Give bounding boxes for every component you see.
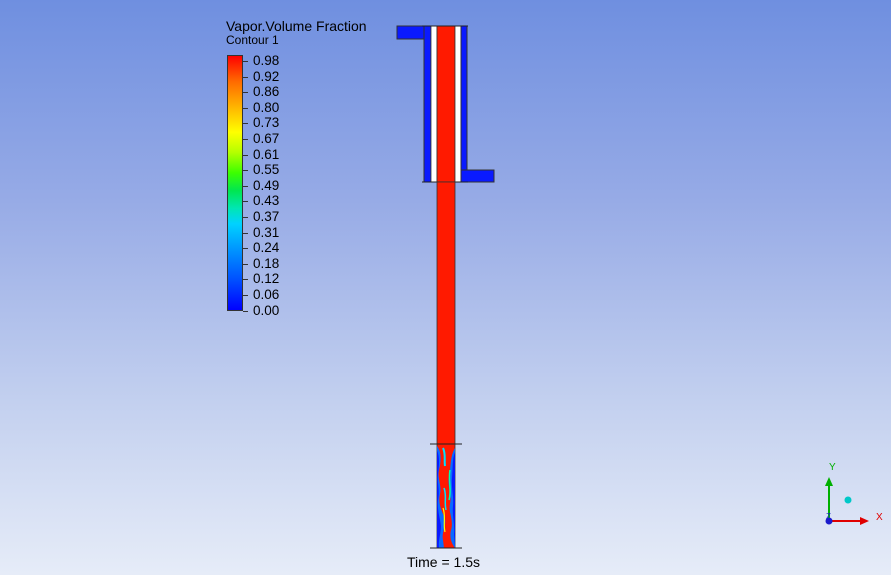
legend-tick-label: 0.37 [253, 209, 280, 224]
legend-tick-mark [243, 61, 248, 62]
legend-title: Vapor.Volume Fraction [226, 18, 367, 34]
riser-pipe [436, 181, 456, 445]
legend-tick-label: 0.00 [253, 302, 280, 318]
legend-tick-mark [243, 310, 248, 312]
x-axis-label: X [876, 512, 883, 523]
z-axis-label: Z [826, 512, 831, 521]
legend-tick-label: 0.98 [253, 53, 280, 68]
lower-section [430, 443, 462, 549]
legend-tick-mark [243, 185, 248, 187]
legend-tick-label: 0.80 [253, 99, 280, 115]
legend-tick-mark [243, 154, 248, 156]
legend-tick-label: 0.86 [253, 84, 280, 100]
axis-triad: Y X Z [825, 462, 883, 525]
legend-tick-label: 0.61 [253, 146, 280, 162]
legend-tick-mark [243, 139, 248, 140]
legend-tick-mark [243, 92, 248, 94]
legend-tick-mark [243, 263, 248, 265]
y-axis-label: Y [829, 462, 836, 473]
left-gap [430, 25, 438, 183]
legend-tick-mark [243, 201, 248, 203]
right-side-outlet [460, 169, 495, 183]
legend-tick-mark [243, 232, 248, 234]
legend-tick-label: 0.12 [253, 271, 280, 287]
legend-tick-mark [243, 295, 248, 296]
legend-tick-label: 0.43 [253, 193, 280, 209]
legend-subtitle: Contour 1 [226, 33, 279, 47]
legend-tick-label: 0.18 [253, 255, 280, 271]
upper-core [436, 25, 456, 183]
legend-tick-label: 0.49 [253, 177, 280, 193]
legend-tick-label: 0.92 [253, 68, 280, 84]
legend-tick-mark [243, 217, 248, 218]
legend-tick-mark [243, 123, 248, 125]
legend-tick-label: 0.06 [253, 287, 280, 302]
legend-tick-label: 0.24 [253, 240, 280, 256]
legend-tick-label: 0.67 [253, 131, 280, 146]
legend-colorbar [227, 55, 243, 311]
isometric-view-icon [844, 496, 852, 504]
time-label: Time = 1.5s [407, 554, 481, 570]
left-wall-region [423, 25, 432, 183]
legend-tick-mark [243, 248, 248, 250]
legend-tick-mark [243, 107, 248, 109]
legend-tick-label: 0.73 [253, 115, 280, 131]
legend-tick-mark [243, 76, 248, 78]
upper-section [396, 25, 495, 183]
legend-tick-label: 0.55 [253, 162, 280, 178]
legend-tick-mark [243, 170, 248, 172]
right-wall-region [460, 25, 468, 183]
right-gap [454, 25, 462, 183]
legend-tick-mark [243, 279, 248, 281]
legend-tick-label: 0.31 [253, 224, 280, 240]
